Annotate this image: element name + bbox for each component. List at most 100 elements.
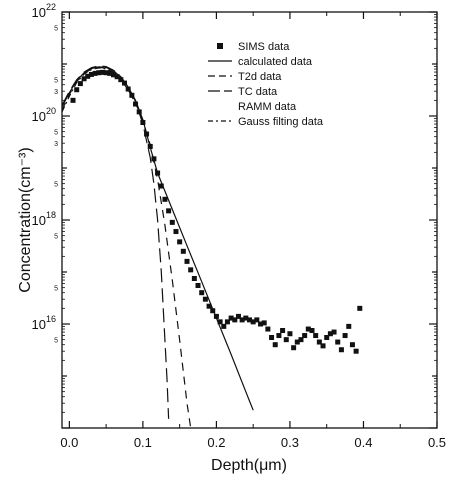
- sims-data-point: [184, 258, 190, 264]
- sims-data-point: [206, 303, 212, 309]
- legend-label: Gauss filting data: [238, 116, 324, 128]
- sims-data-point: [114, 74, 120, 80]
- sims-data-point: [70, 97, 76, 103]
- sims-data-point: [74, 87, 80, 93]
- series-calculated-data: [61, 66, 254, 411]
- sims-data-point: [276, 333, 282, 339]
- sims-data-point: [291, 345, 297, 351]
- sims-data-point: [298, 337, 304, 343]
- x-tick-label: 0.2: [207, 435, 225, 450]
- sims-data-point: [217, 319, 223, 325]
- y-minor-label: 3: [54, 141, 58, 148]
- y-minor-label: 5: [54, 26, 58, 33]
- sims-data-point: [88, 71, 94, 77]
- sims-data-point: [309, 327, 315, 333]
- sims-data-point: [191, 275, 197, 281]
- y-minor-label: 5: [54, 182, 58, 189]
- y-minor-label: 5: [54, 338, 58, 345]
- sims-data-point: [99, 69, 105, 75]
- sims-data-point: [338, 347, 344, 353]
- sims-data-point: [166, 208, 172, 214]
- sims-data-point: [110, 72, 116, 78]
- y-minor-label: 5: [54, 234, 58, 241]
- sims-data-point: [265, 326, 271, 332]
- axes: 0.0 0.1 0.2 0.3 0.4 0.5 1016 1018 1020 1022 5 5 5 5 5 5…: [32, 2, 447, 450]
- sims-data-point: [254, 317, 260, 323]
- sims-data-point: [199, 290, 205, 296]
- series-line: [61, 66, 192, 429]
- y-tick-label: 1020: [32, 106, 56, 124]
- sims-data-point: [302, 333, 308, 339]
- sims-data-point: [287, 331, 293, 337]
- sims-data-point: [85, 73, 91, 79]
- x-tick-label: 0.4: [354, 435, 372, 450]
- sims-data-point: [258, 321, 264, 327]
- sims-data-point: [107, 70, 113, 76]
- series-t2d-data: [61, 66, 192, 429]
- sims-data-point: [158, 183, 164, 189]
- series-gauss-filting-data: [61, 67, 148, 135]
- sims-data-point: [346, 323, 352, 329]
- series-line: [61, 67, 148, 135]
- sims-data-point: [283, 337, 289, 343]
- sims-data-point: [327, 331, 333, 337]
- sims-data-point: [235, 313, 241, 319]
- sims-data-point: [81, 76, 87, 82]
- y-tick-label: 1016: [32, 314, 56, 332]
- sims-data-point: [221, 323, 227, 329]
- sims-data-point: [316, 339, 322, 345]
- sims-data-point: [188, 267, 194, 273]
- series-line: [61, 65, 170, 419]
- sims-data-point: [125, 86, 131, 92]
- sims-data-point: [335, 339, 341, 345]
- legend-label: calculated data: [238, 56, 313, 68]
- y-axis-title: Concentration(cm⁻³): [17, 147, 34, 292]
- x-axis-title: Depth(μm): [211, 457, 287, 474]
- sims-data-point: [169, 219, 175, 225]
- y-tick-label: 1022: [32, 2, 56, 20]
- series-layer: [61, 65, 363, 429]
- sims-data-point: [261, 320, 267, 326]
- sims-data-point: [92, 70, 98, 76]
- sims-data-point: [294, 339, 300, 345]
- sims-data-point: [195, 283, 201, 289]
- sims-data-point: [173, 229, 179, 235]
- x-tick-label: 0.5: [428, 435, 446, 450]
- sims-data-point: [177, 239, 183, 245]
- sims-data-point: [213, 313, 219, 319]
- sims-data-point: [313, 333, 319, 339]
- sims-data-point: [103, 70, 109, 76]
- legend-marker: [217, 43, 223, 49]
- legend: SIMS data calculated data T2d data TC data R…: [208, 41, 324, 128]
- legend-label: RAMM data: [238, 101, 297, 113]
- sims-data-point: [349, 342, 355, 348]
- sims-data-point: [250, 319, 256, 325]
- series-line: [61, 66, 254, 411]
- x-tick-label: 0.3: [281, 435, 299, 450]
- sims-data-point: [353, 348, 359, 354]
- x-tick-label: 0.0: [60, 435, 78, 450]
- y-minor-label: 5: [54, 130, 58, 137]
- sims-data-point: [162, 196, 168, 202]
- sims-data-point: [324, 335, 330, 341]
- sims-data-point: [357, 305, 363, 311]
- legend-label: TC data: [238, 86, 278, 98]
- y-tick-label: 1018: [32, 210, 56, 228]
- sims-data-point: [247, 317, 252, 323]
- series-sims-data: [70, 69, 363, 354]
- sims-data-point: [232, 317, 238, 323]
- sims-data-point: [243, 315, 249, 321]
- y-minor-label: 5: [54, 78, 58, 85]
- legend-label: T2d data: [238, 71, 282, 83]
- sims-data-point: [77, 81, 83, 87]
- sims-data-point: [305, 326, 311, 332]
- sims-data-point: [239, 317, 245, 323]
- sims-data-point: [320, 343, 326, 349]
- series-tc-data: [61, 65, 170, 419]
- y-minor-label: 3: [54, 89, 58, 96]
- sims-data-point: [269, 335, 275, 341]
- sims-data-point: [224, 319, 230, 325]
- sims-data-point: [331, 329, 337, 335]
- x-tick-label: 0.1: [134, 435, 152, 450]
